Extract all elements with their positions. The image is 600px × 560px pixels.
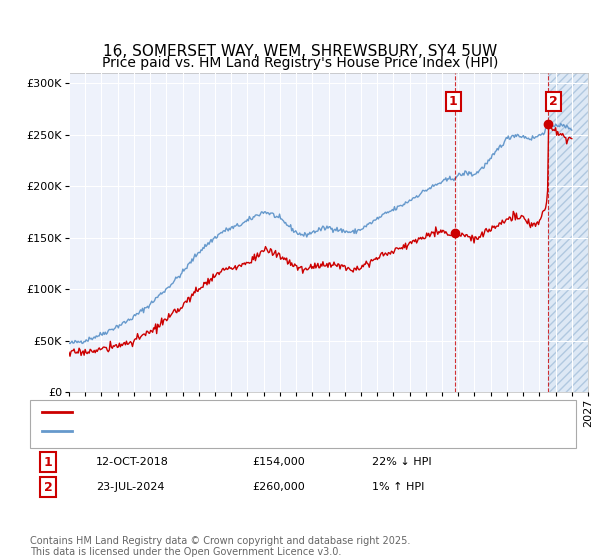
Text: 23-JUL-2024: 23-JUL-2024 — [96, 482, 164, 492]
Text: 1: 1 — [44, 455, 52, 469]
Text: 22% ↓ HPI: 22% ↓ HPI — [372, 457, 431, 467]
Text: Contains HM Land Registry data © Crown copyright and database right 2025.
This d: Contains HM Land Registry data © Crown c… — [30, 535, 410, 557]
Bar — [548, 73, 588, 392]
Text: 12-OCT-2018: 12-OCT-2018 — [96, 457, 169, 467]
Text: £154,000: £154,000 — [252, 457, 305, 467]
Text: 2: 2 — [549, 95, 557, 108]
Text: 16, SOMERSET WAY, WEM, SHREWSBURY, SY4 5UW: 16, SOMERSET WAY, WEM, SHREWSBURY, SY4 5… — [103, 44, 497, 59]
Text: HPI: Average price, semi-detached house, Shropshire: HPI: Average price, semi-detached house,… — [78, 426, 374, 436]
Text: £260,000: £260,000 — [252, 482, 305, 492]
Text: 1% ↑ HPI: 1% ↑ HPI — [372, 482, 424, 492]
Text: 2: 2 — [44, 480, 52, 494]
Bar — [548, 73, 588, 392]
Text: 1: 1 — [449, 95, 457, 108]
Text: Price paid vs. HM Land Registry's House Price Index (HPI): Price paid vs. HM Land Registry's House … — [102, 56, 498, 70]
Text: 16, SOMERSET WAY, WEM, SHREWSBURY, SY4 5UW (semi-detached house): 16, SOMERSET WAY, WEM, SHREWSBURY, SY4 5… — [78, 407, 497, 417]
